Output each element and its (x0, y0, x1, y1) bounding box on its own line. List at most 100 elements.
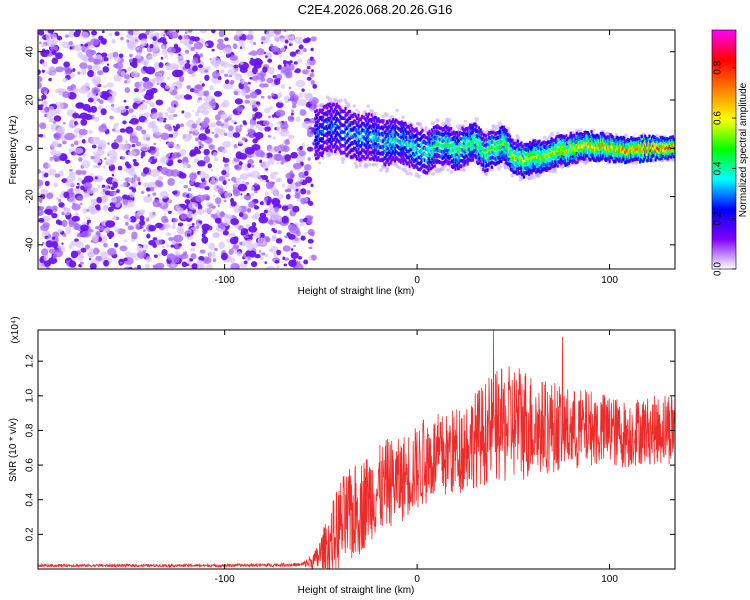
noise-blob (271, 145, 281, 153)
noise-blob (284, 35, 291, 40)
noise-blob (173, 104, 177, 108)
signal-cell (554, 155, 557, 159)
noise-blob (204, 74, 210, 81)
noise-blob (165, 209, 170, 212)
signal-cell (376, 138, 379, 143)
signal-cell (399, 142, 403, 146)
noise-blob (295, 116, 301, 123)
signal-cell (432, 149, 435, 153)
noise-blob (192, 57, 199, 65)
noise-blob (229, 54, 238, 61)
signal-cell (325, 146, 328, 150)
noise-blob (47, 168, 57, 176)
signal-cell (352, 155, 355, 159)
signal-cell (314, 157, 318, 161)
noise-blob (255, 125, 260, 129)
signal-cell (451, 160, 455, 164)
signal-cell (445, 137, 448, 141)
signal-cell (573, 141, 576, 145)
noise-blob (101, 30, 105, 34)
signal-cell (388, 150, 391, 155)
noise-blob (165, 63, 172, 71)
signal-cell (531, 146, 534, 150)
signal-halo-dot (374, 162, 378, 166)
noise-blob (59, 154, 68, 162)
noise-blob (208, 242, 216, 250)
signal-cell (384, 137, 387, 141)
noise-blob (128, 58, 133, 63)
noise-blob (68, 41, 73, 46)
noise-blob (121, 156, 126, 160)
noise-blob (262, 66, 268, 73)
noise-blob (187, 222, 191, 227)
noise-blob (243, 194, 252, 201)
noise-blob (220, 123, 225, 127)
signal-cell (343, 137, 346, 141)
noise-blob (153, 156, 157, 160)
noise-blob (75, 241, 84, 248)
signal-cell (400, 120, 403, 124)
signal-cell (354, 154, 358, 159)
signal-cell (508, 133, 511, 137)
signal-cell (453, 137, 456, 141)
noise-blob (252, 242, 258, 249)
noise-blob (38, 69, 41, 75)
noise-blob (267, 95, 272, 100)
noise-blob (93, 175, 104, 183)
noise-blob (282, 183, 286, 188)
noise-blob (156, 77, 163, 84)
noise-blob (87, 65, 93, 70)
signal-cell (373, 138, 376, 142)
signal-cell (474, 122, 477, 126)
signal-cell (530, 166, 533, 170)
noise-blob (173, 131, 179, 136)
signal-cell (399, 123, 403, 127)
noise-blob (230, 200, 237, 207)
noise-blob (170, 100, 179, 108)
noise-blob (290, 151, 298, 159)
noise-blob (160, 156, 169, 164)
noise-blob (207, 163, 212, 169)
signal-cell (527, 161, 530, 165)
noise-blob (208, 100, 217, 106)
signal-cell (374, 148, 377, 152)
noise-blob (221, 148, 228, 154)
noise-blob (277, 64, 282, 70)
signal-cell (528, 150, 532, 154)
signal-cell (320, 144, 323, 148)
noise-blob (114, 242, 119, 248)
noise-blob (250, 170, 260, 179)
signal-cell (435, 131, 438, 136)
signal-cell (571, 160, 574, 165)
signal-cell (546, 159, 549, 163)
noise-blob (257, 237, 266, 245)
signal-cell (314, 149, 318, 154)
signal-cell (533, 168, 536, 173)
signal-cell (567, 141, 571, 145)
signal-cell (447, 154, 450, 158)
noise-blob (103, 259, 110, 267)
noise-blob (298, 171, 305, 178)
noise-blob (182, 193, 186, 197)
signal-cell (521, 163, 525, 167)
signal-cell (559, 159, 562, 163)
noise-blob (51, 212, 58, 219)
noise-blob (153, 254, 158, 258)
signal-cell (466, 146, 469, 150)
signal-cell (527, 166, 530, 170)
signal-cell (453, 148, 456, 152)
noise-blob (73, 223, 80, 231)
noise-blob (245, 34, 254, 41)
signal-cell (376, 125, 379, 130)
signal-cell (389, 148, 392, 152)
noise-blob (132, 30, 140, 36)
noise-blob (290, 94, 299, 103)
noise-blob (155, 181, 164, 188)
noise-blob (38, 191, 41, 198)
noise-blob (238, 39, 245, 47)
noise-blob (44, 49, 50, 55)
noise-blob (38, 75, 43, 83)
signal-cell (498, 159, 501, 163)
signal-cell (569, 156, 572, 160)
signal-cell (334, 128, 337, 133)
